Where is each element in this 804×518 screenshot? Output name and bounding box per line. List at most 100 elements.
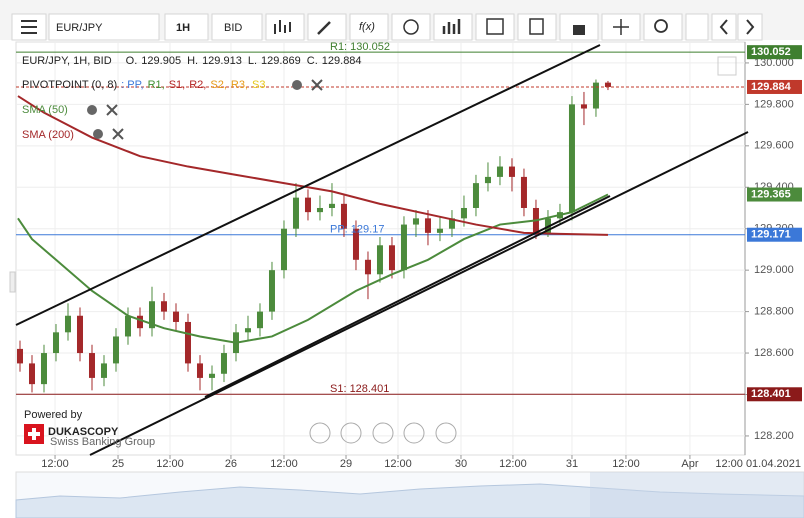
candle-body bbox=[40, 353, 47, 385]
candle-body bbox=[448, 218, 455, 229]
candle-body bbox=[208, 373, 215, 378]
candle-body bbox=[280, 228, 287, 271]
icon bbox=[403, 19, 419, 35]
x-tick-label: 12:00 bbox=[384, 458, 412, 470]
x-tick-label: Apr bbox=[681, 458, 698, 470]
candle-body bbox=[256, 311, 263, 329]
indicator-part: R1, bbox=[148, 79, 165, 91]
icon bbox=[746, 19, 755, 35]
x-tick-label: 12:00 bbox=[612, 458, 640, 470]
candle-body bbox=[460, 207, 467, 219]
ohlc-label: O. bbox=[126, 55, 138, 67]
candle-body bbox=[28, 363, 35, 385]
ohlc-label: L. bbox=[248, 55, 257, 67]
candle-body bbox=[508, 166, 515, 177]
title: EUR/JPY, 1H, BID bbox=[22, 55, 112, 67]
resize-handle[interactable] bbox=[9, 271, 16, 293]
candle-body bbox=[424, 218, 431, 233]
icon bbox=[613, 19, 629, 35]
nav-zoom-out[interactable] bbox=[340, 422, 362, 444]
calendar-button[interactable] bbox=[475, 13, 515, 41]
x-tick-label: 12:00 bbox=[41, 458, 69, 470]
candle-body bbox=[568, 104, 575, 213]
y-tick-label: 129.000 bbox=[754, 264, 794, 276]
candle-body bbox=[16, 348, 23, 364]
y-tick-label: 129.800 bbox=[754, 98, 794, 110]
settings-icon bbox=[292, 80, 302, 90]
candle-body bbox=[244, 328, 251, 333]
symbol-select[interactable] bbox=[48, 13, 160, 41]
x-tick-label: 31 bbox=[566, 458, 578, 470]
candle-body bbox=[436, 228, 443, 233]
level-label: S1: 128.401 bbox=[330, 383, 389, 395]
ohlc-label: H. bbox=[187, 55, 198, 67]
icon bbox=[654, 19, 668, 33]
x-tick-label: 12:00 bbox=[270, 458, 298, 470]
info-button[interactable] bbox=[391, 13, 431, 41]
prev-button[interactable] bbox=[711, 13, 737, 41]
x-tick-label: 25 bbox=[112, 458, 124, 470]
candle-body bbox=[544, 218, 551, 233]
candle-body bbox=[292, 197, 299, 229]
period: 1H bbox=[176, 22, 190, 34]
upload-button[interactable] bbox=[685, 13, 709, 41]
nav-zoom-in[interactable] bbox=[403, 422, 425, 444]
sma-line bbox=[17, 193, 609, 344]
side-select[interactable] bbox=[211, 13, 263, 41]
icon bbox=[442, 19, 461, 34]
ohlc-value: 129.913 bbox=[202, 55, 242, 67]
period-select[interactable] bbox=[164, 13, 209, 41]
expand-button[interactable] bbox=[717, 56, 737, 76]
candle-body bbox=[112, 336, 119, 364]
level-tag: 130.052 bbox=[751, 46, 791, 58]
close-icon bbox=[112, 128, 124, 140]
close-icon bbox=[311, 79, 323, 91]
candle-body bbox=[580, 104, 587, 109]
ohlc-value: 129.905 bbox=[141, 55, 181, 67]
zoom-button[interactable] bbox=[643, 13, 683, 41]
draw-button[interactable] bbox=[307, 13, 347, 41]
icon bbox=[486, 18, 504, 35]
overlay: R1: 130.052 PP: 129.17 S1: 128.401 EUR/JPY,… bbox=[22, 41, 390, 395]
icon bbox=[274, 20, 291, 34]
x-tick-label: 29 bbox=[340, 458, 352, 470]
side: BID bbox=[224, 22, 242, 34]
chart-title: EUR/JPY, 1H, BID O. 129.905 H. 129.913 L. 129.… bbox=[22, 55, 362, 67]
report-button[interactable] bbox=[517, 13, 557, 41]
legend-entry: SMA (50) bbox=[22, 104, 68, 116]
candle-body bbox=[184, 321, 191, 364]
candle-body bbox=[496, 166, 503, 177]
next-button[interactable] bbox=[737, 13, 763, 41]
nav-fit[interactable] bbox=[372, 422, 394, 444]
brand-powered: Powered by bbox=[24, 409, 83, 421]
y-tick-label: 128.800 bbox=[754, 306, 794, 318]
y-tick-label: 130.000 bbox=[754, 57, 794, 69]
nav-forward[interactable] bbox=[435, 422, 457, 444]
ohlc-value: 129.869 bbox=[261, 55, 301, 67]
candle-body bbox=[160, 301, 167, 312]
indicator-part: R3, bbox=[231, 79, 248, 91]
x-tick-label: 12:00 bbox=[499, 458, 527, 470]
trend-line bbox=[204, 195, 611, 398]
fx-button[interactable] bbox=[349, 13, 389, 41]
icon bbox=[573, 25, 585, 35]
candle-body bbox=[592, 82, 599, 109]
indicator-part: : PP, bbox=[121, 79, 143, 91]
candle-body bbox=[328, 203, 335, 208]
settings-icon bbox=[87, 105, 97, 115]
navigator-window[interactable] bbox=[590, 472, 804, 518]
nav-back[interactable] bbox=[309, 422, 331, 444]
level-tag-bg bbox=[747, 387, 802, 402]
fx-label: f(x) bbox=[359, 21, 375, 33]
indicator-part: S1, bbox=[169, 79, 186, 91]
candle-body bbox=[172, 311, 179, 322]
candle-body bbox=[472, 183, 479, 208]
candle-body bbox=[148, 301, 155, 329]
y-tick-label: 129.600 bbox=[754, 140, 794, 152]
navigator-area bbox=[15, 483, 804, 518]
indicator-legend: PIVOTPOINT (0, 8): PP, R1, S1, R2, S2, R3, S3 bbox=[22, 79, 265, 91]
sma-tag-bg bbox=[747, 187, 802, 202]
candle-body bbox=[484, 176, 491, 184]
icon bbox=[719, 19, 728, 35]
